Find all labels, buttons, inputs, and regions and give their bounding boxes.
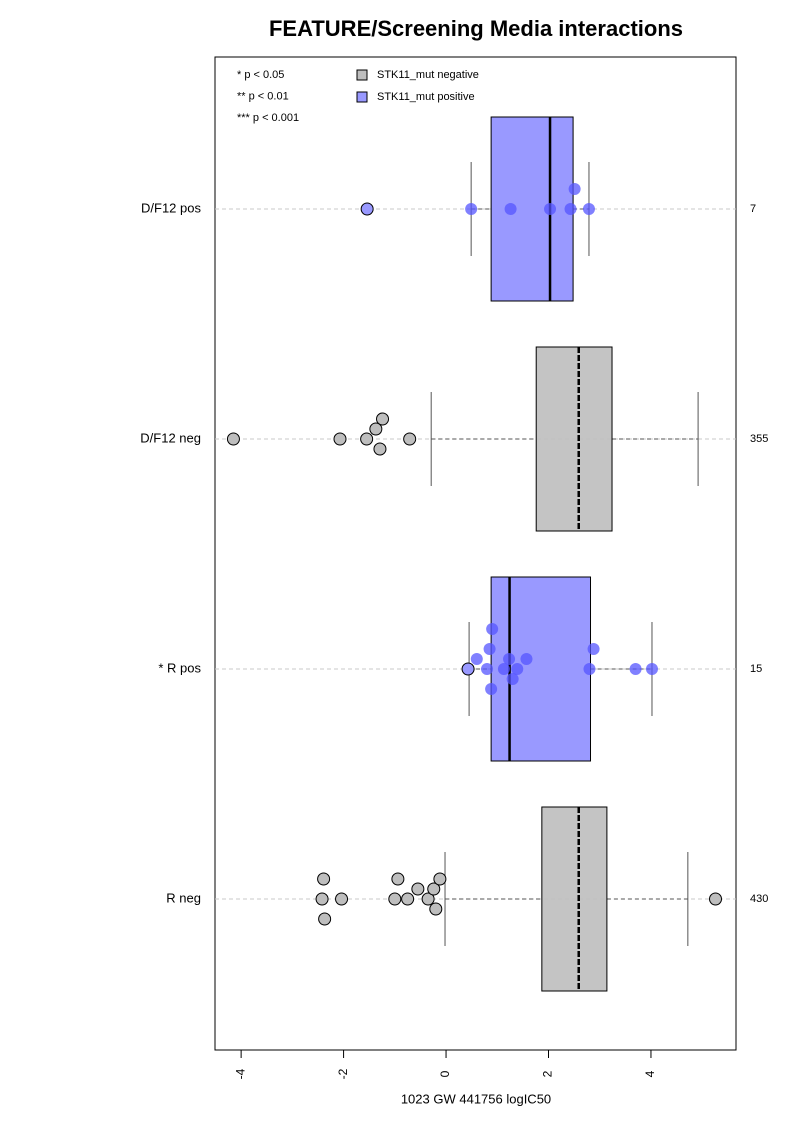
data-point — [391, 872, 405, 886]
chart-title: FEATURE/Screening Media interactions — [269, 16, 683, 41]
data-point — [483, 643, 496, 655]
box — [490, 116, 574, 302]
count-label: 430 — [750, 893, 768, 905]
data-point — [315, 892, 329, 906]
data-point — [433, 872, 447, 886]
data-point — [373, 442, 387, 456]
data-point — [544, 203, 557, 215]
x-axis-label: 1023 GW 441756 logIC50 — [401, 1091, 551, 1106]
data-point — [465, 203, 478, 215]
data-point — [333, 432, 347, 446]
data-point — [335, 892, 349, 906]
data-point — [520, 653, 533, 665]
count-label: 355 — [750, 433, 768, 445]
data-point — [485, 683, 498, 695]
x-tick-label: -2 — [336, 1068, 350, 1079]
data-point — [497, 663, 510, 675]
data-point — [587, 643, 600, 655]
data-point — [511, 663, 524, 675]
data-point — [226, 432, 240, 446]
data-point — [429, 902, 443, 916]
data-point — [470, 653, 483, 665]
y-tick-label: D/F12 neg — [140, 430, 201, 445]
data-point — [411, 882, 425, 896]
data-point — [645, 663, 658, 675]
x-tick-label: -4 — [233, 1068, 247, 1079]
data-point — [564, 203, 577, 215]
data-point — [403, 432, 417, 446]
legend-swatch — [356, 69, 368, 81]
data-point — [503, 653, 516, 665]
data-point — [629, 663, 642, 675]
data-point — [388, 892, 402, 906]
data-point — [401, 892, 415, 906]
data-point — [583, 663, 596, 675]
data-point — [360, 432, 374, 446]
x-tick-label: 2 — [541, 1070, 555, 1077]
data-point — [376, 412, 390, 426]
data-point — [360, 202, 374, 216]
y-tick-label: * R pos — [158, 660, 201, 675]
legend-note: * p < 0.05 — [237, 69, 284, 81]
x-tick-label: 0 — [438, 1070, 452, 1077]
legend-swatch — [356, 91, 368, 103]
legend-note: *** p < 0.001 — [237, 112, 299, 124]
y-tick-label: D/F12 pos — [141, 200, 201, 215]
box — [535, 346, 613, 532]
data-point — [317, 872, 331, 886]
data-point — [506, 673, 519, 685]
data-point — [427, 882, 441, 896]
count-label: 7 — [750, 203, 756, 215]
data-point — [504, 203, 517, 215]
x-tick-label: 4 — [643, 1070, 657, 1077]
data-point — [709, 892, 723, 906]
box — [541, 806, 608, 992]
legend-label: STK11_mut positive — [377, 91, 475, 103]
data-point — [318, 912, 332, 926]
data-point — [481, 663, 494, 675]
legend-label: STK11_mut negative — [377, 69, 479, 81]
data-point — [461, 662, 475, 676]
count-label: 15 — [750, 663, 762, 675]
data-point — [369, 422, 383, 436]
y-tick-label: R neg — [166, 890, 201, 905]
data-point — [582, 203, 595, 215]
data-point — [421, 892, 435, 906]
data-point — [568, 183, 581, 195]
plot-frame — [214, 56, 737, 1051]
legend-note: ** p < 0.01 — [237, 90, 289, 102]
data-point — [486, 623, 499, 635]
